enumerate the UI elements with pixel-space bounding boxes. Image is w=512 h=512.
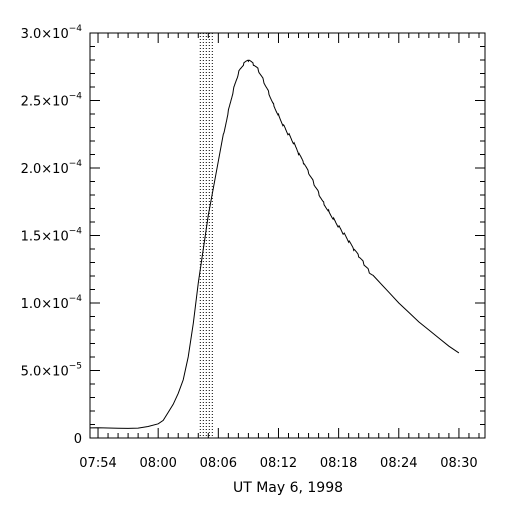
y-tick-label: 3.0×10−4 xyxy=(21,24,83,42)
y-tick-label: 0 xyxy=(74,432,82,447)
axis-ticks xyxy=(90,32,485,439)
x-tick-label: 08:24 xyxy=(380,456,417,471)
y-tick-label: 1.0×10−4 xyxy=(21,294,83,312)
y-tick-label: 2.5×10−4 xyxy=(21,92,83,110)
x-tick-label: 08:00 xyxy=(139,456,176,471)
x-tick-label: 08:18 xyxy=(320,456,357,471)
x-tick-labels: 07:54 08:00 08:06 08:12 08:18 08:24 08:30 xyxy=(79,456,477,471)
y-tick-label: 5.0×10−5 xyxy=(21,362,82,380)
y-tick-label: 2.0×10−4 xyxy=(21,159,83,177)
x-tick-label: 07:54 xyxy=(79,456,116,471)
plot-frame xyxy=(89,32,486,439)
flux-series-line xyxy=(89,59,460,429)
x-tick-label: 08:30 xyxy=(440,456,477,471)
shaded-interval xyxy=(199,33,213,438)
x-axis-title: UT May 6, 1998 xyxy=(233,480,343,496)
x-tick-label: 08:12 xyxy=(260,456,297,471)
y-tick-label: 1.5×10−4 xyxy=(21,227,83,245)
x-tick-label: 08:06 xyxy=(200,456,237,471)
y-tick-labels: 0 5.0×10−5 1.0×10−4 1.5×10−4 2.0×10−4 2.5×10−… xyxy=(21,24,83,447)
